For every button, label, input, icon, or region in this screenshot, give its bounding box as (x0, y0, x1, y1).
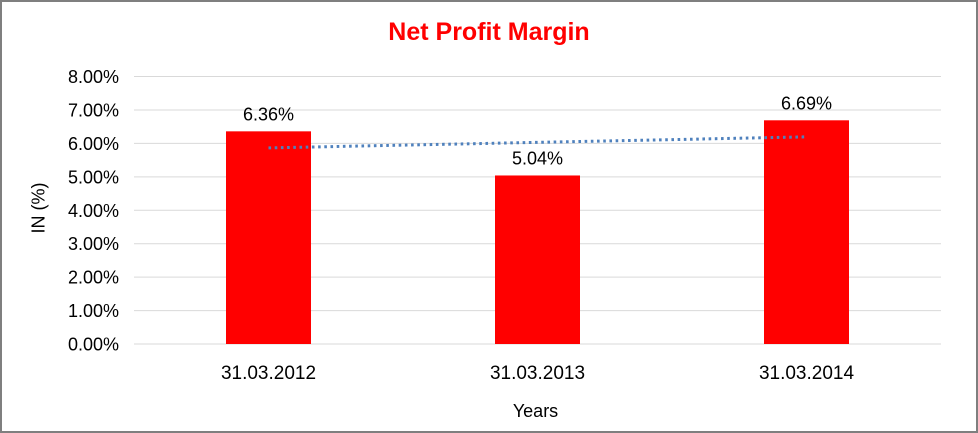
x-axis-title: Years (512, 401, 559, 421)
x-tick-label: 31.03.2012 (221, 363, 316, 384)
bar (495, 175, 580, 344)
y-tick-label: 8.00% (68, 67, 119, 87)
chart-title: Net Profit Margin (388, 18, 590, 46)
y-tick-label: 2.00% (68, 268, 119, 288)
bar-data-label: 6.36% (243, 104, 294, 124)
bar (764, 120, 849, 344)
bar-data-label: 5.04% (512, 148, 563, 168)
y-tick-label: 0.00% (68, 335, 119, 355)
y-tick-label: 3.00% (68, 234, 119, 254)
y-tick-label: 6.00% (68, 134, 119, 154)
bar (226, 131, 311, 344)
y-tick-label: 5.00% (68, 167, 119, 187)
y-tick-label: 1.00% (68, 301, 119, 321)
y-tick-label: 7.00% (68, 100, 119, 120)
x-tick-label: 31.03.2014 (759, 363, 855, 384)
x-tick-label: 31.03.2013 (490, 363, 585, 384)
y-tick-label: 4.00% (68, 201, 119, 221)
trendline (268, 135, 807, 150)
bar-data-label: 6.69% (781, 93, 832, 113)
